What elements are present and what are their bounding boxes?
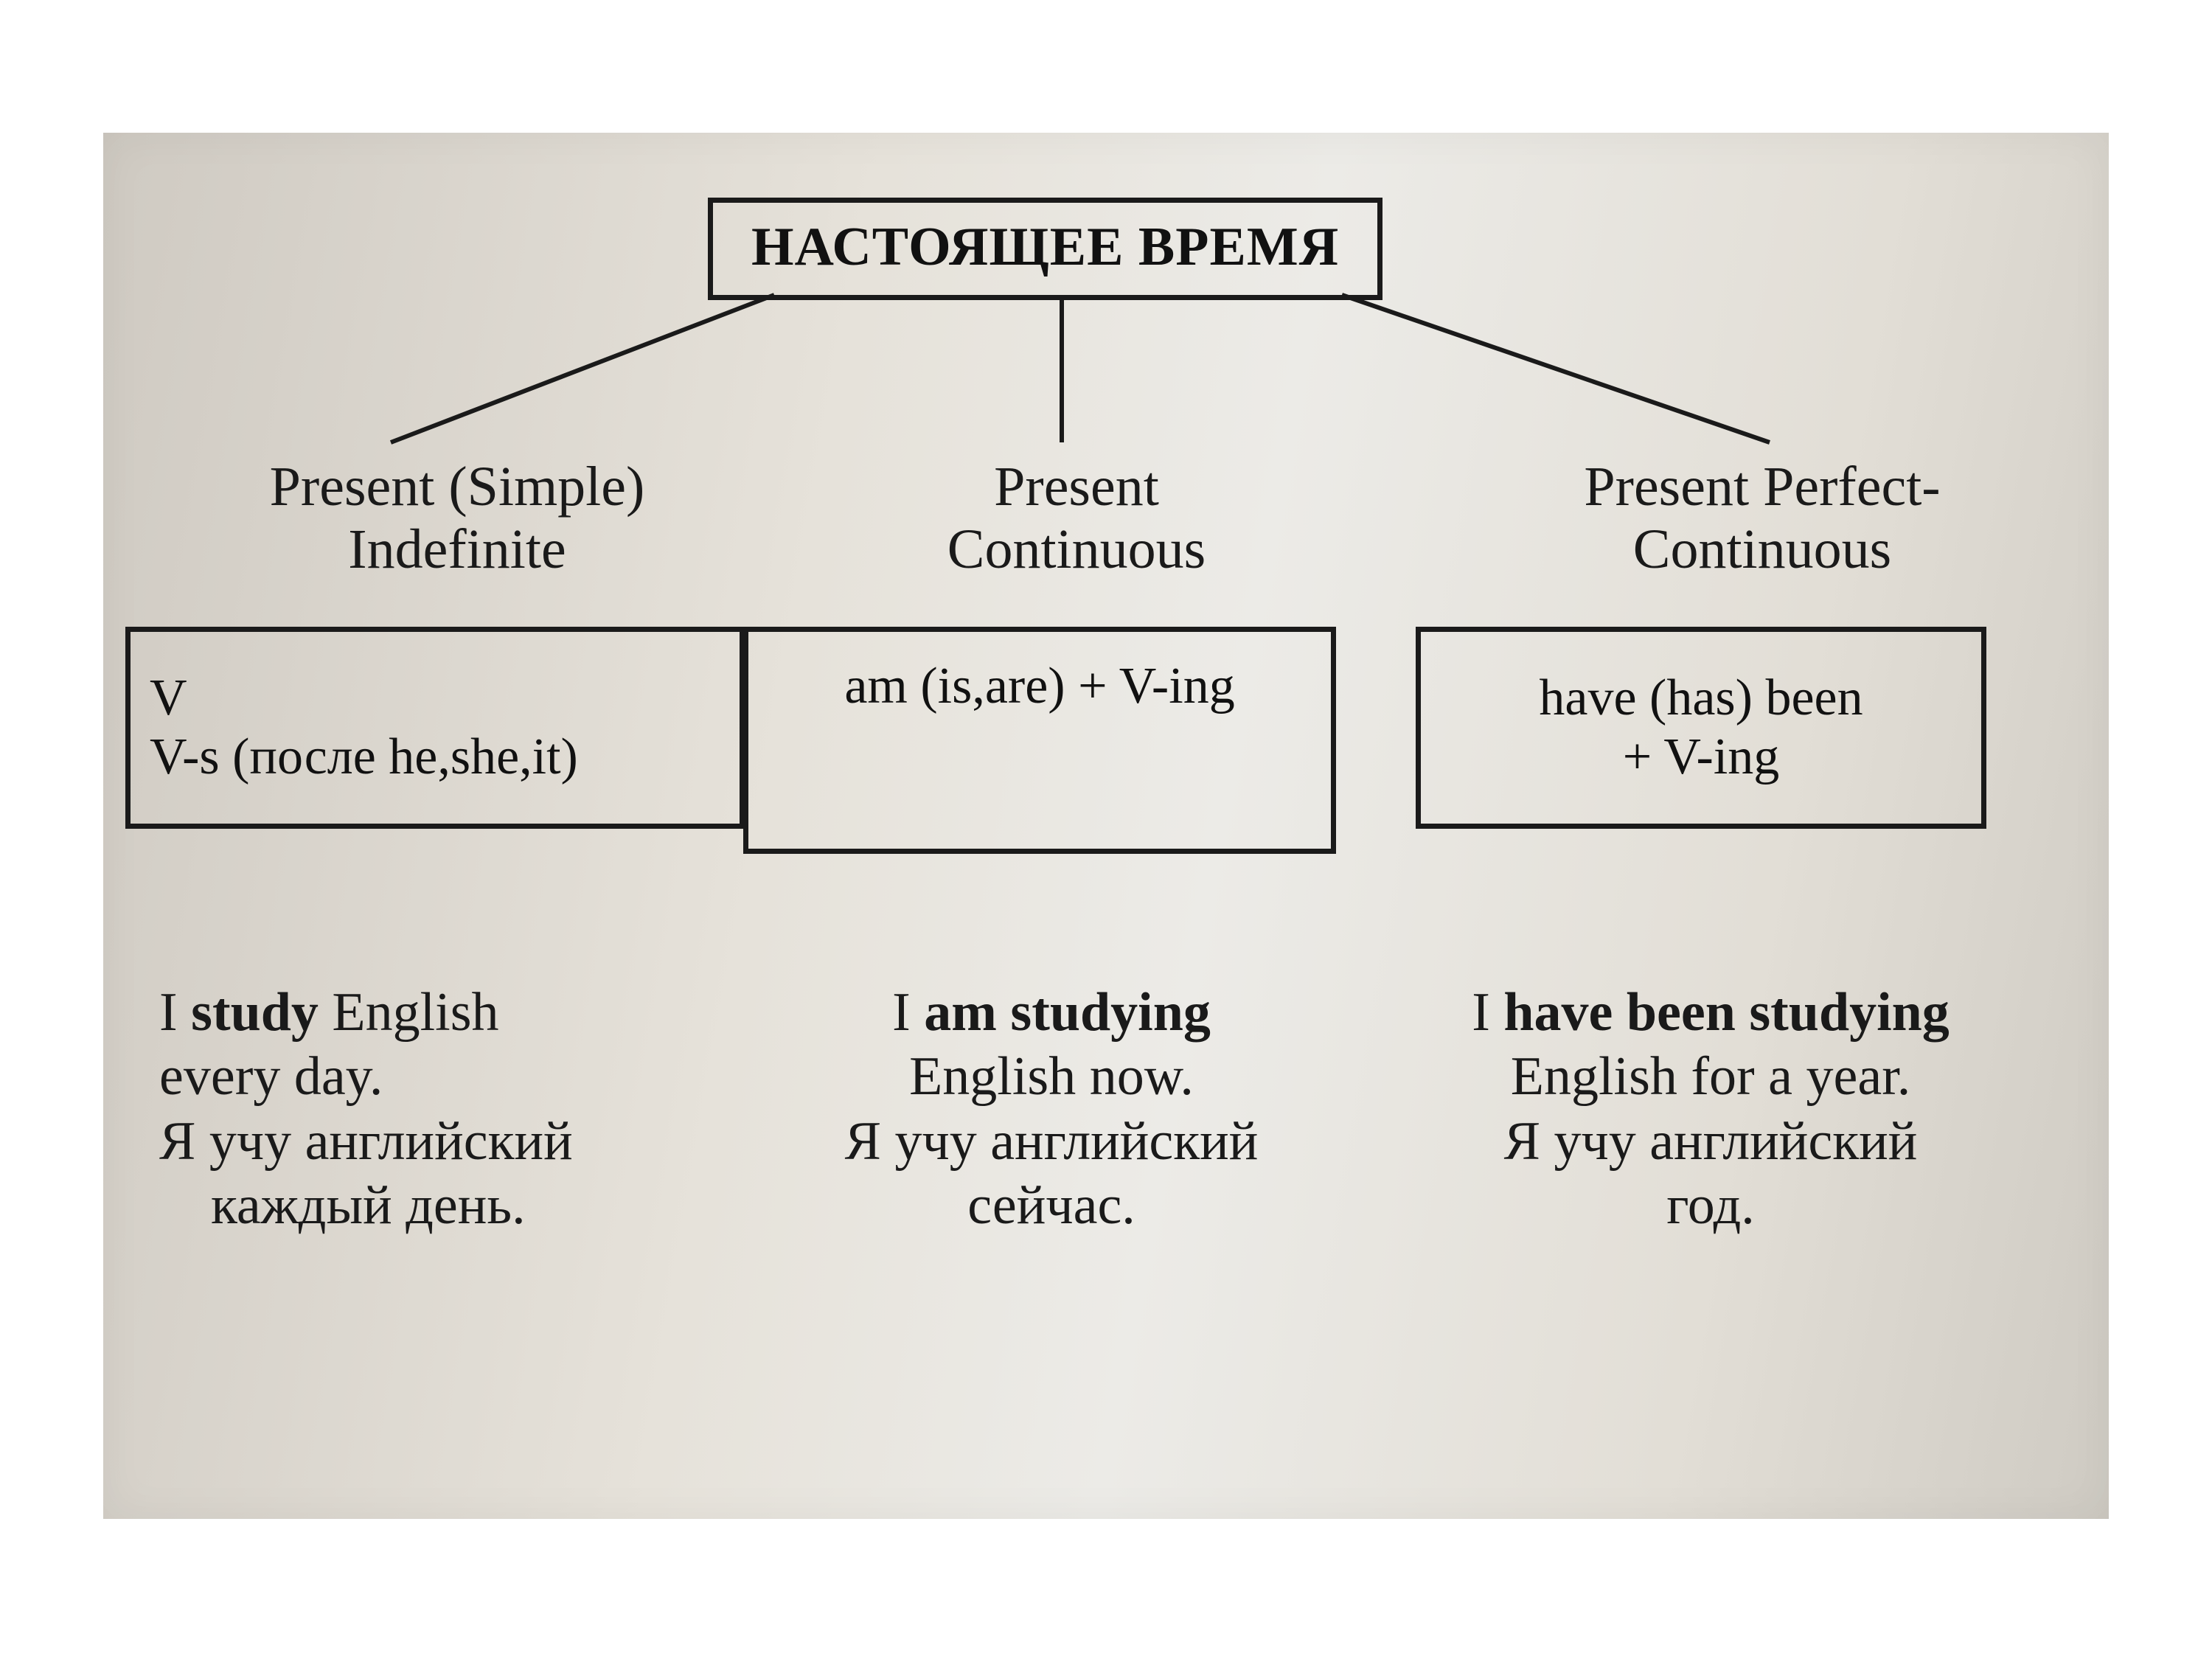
formula-perfcont-content: have (has) been + V-ing bbox=[1539, 669, 1863, 787]
heading-continuous: Present Continuous bbox=[811, 456, 1342, 581]
formula-box-simple: V V-s (после he,she,it) bbox=[125, 627, 745, 829]
example-cont-ru-line1: Я учу английский bbox=[845, 1111, 1259, 1172]
example-cont-en-bold: am studying bbox=[924, 982, 1211, 1043]
formula-box-continuous: am (is,are) + V-ing bbox=[743, 627, 1336, 854]
example-simple-en-line2: every day. bbox=[159, 1046, 383, 1107]
page: НАСТОЯЩЕЕ ВРЕМЯ Present (Simple) Indefin… bbox=[103, 133, 2109, 1519]
heading-simple: Present (Simple) Indefinite bbox=[184, 456, 730, 581]
example-cont-en-pre: I bbox=[892, 982, 924, 1043]
connector-right bbox=[1342, 295, 1770, 442]
formula-simple-line2: V-s (после he,she,it) bbox=[150, 728, 578, 785]
heading-perfcont-line2: Continuous bbox=[1633, 518, 1892, 580]
example-simple-en-post: English bbox=[319, 982, 499, 1043]
example-perfect-continuous: I have been studying English for a year.… bbox=[1379, 981, 2042, 1238]
example-simple-en-pre: I bbox=[159, 982, 191, 1043]
example-cont-ru-line2: сейчас. bbox=[967, 1175, 1135, 1236]
connector-left bbox=[391, 295, 774, 442]
example-simple-ru-line2: каждый день. bbox=[159, 1175, 526, 1236]
formula-box-perfect-continuous: have (has) been + V-ing bbox=[1416, 627, 1986, 829]
heading-perfcont-line1: Present Perfect- bbox=[1584, 456, 1940, 518]
formula-simple-line1: V bbox=[150, 669, 187, 726]
formula-perfcont-line1: have (has) been bbox=[1539, 669, 1863, 726]
heading-perfect-continuous: Present Perfect- Continuous bbox=[1482, 456, 2042, 581]
formula-continuous-line1: am (is,are) + V-ing bbox=[844, 657, 1234, 717]
example-pc-ru-line2: год. bbox=[1666, 1175, 1755, 1236]
heading-continuous-line1: Present bbox=[994, 456, 1159, 518]
formula-perfcont-line2: + V-ing bbox=[1623, 728, 1780, 785]
heading-simple-line2: Indefinite bbox=[348, 518, 566, 580]
example-continuous: I am studying English now. Я учу английс… bbox=[720, 981, 1383, 1238]
example-cont-en-line2: English now. bbox=[909, 1046, 1194, 1107]
example-pc-en-pre: I bbox=[1472, 982, 1503, 1043]
example-pc-ru-line1: Я учу английский bbox=[1504, 1111, 1918, 1172]
heading-continuous-line2: Continuous bbox=[947, 518, 1206, 580]
heading-simple-line1: Present (Simple) bbox=[270, 456, 645, 518]
formula-simple-content: V V-s (после he,she,it) bbox=[150, 669, 578, 787]
example-simple-en-bold: study bbox=[191, 982, 319, 1043]
example-simple: I study English every day. Я учу английс… bbox=[159, 981, 720, 1238]
example-simple-ru-line1: Я учу английский bbox=[159, 1111, 573, 1172]
example-pc-en-bold: have been studying bbox=[1503, 982, 1949, 1043]
example-pc-en-line2: English for a year. bbox=[1511, 1046, 1911, 1107]
